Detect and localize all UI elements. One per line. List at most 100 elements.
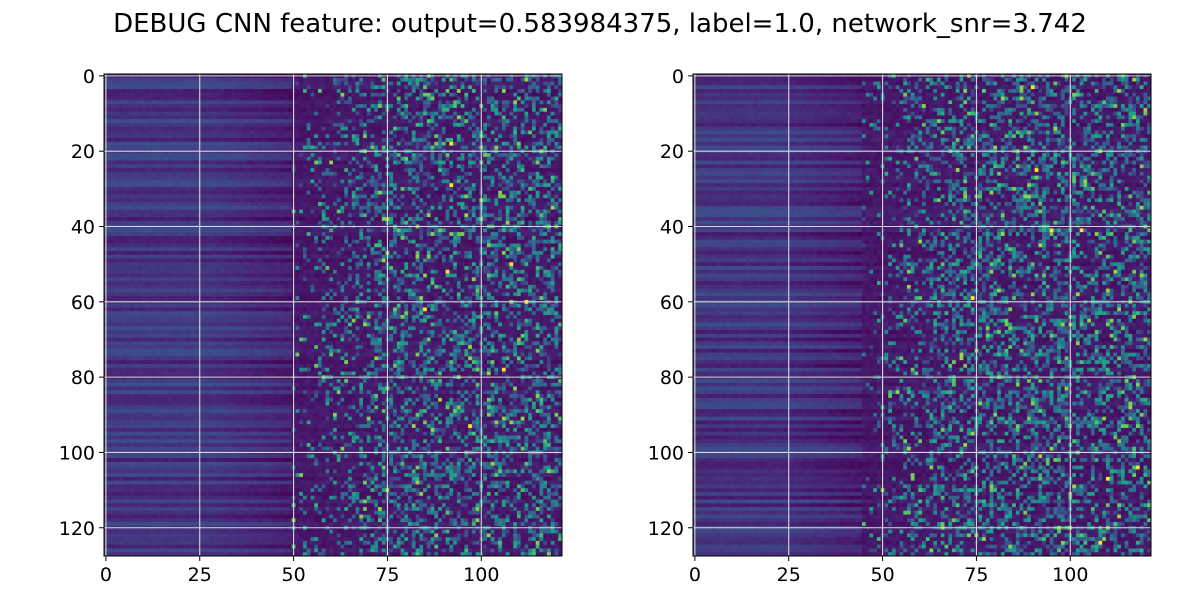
heatmap-cell bbox=[194, 146, 198, 150]
heatmap-cell bbox=[250, 93, 254, 97]
heatmap-cell bbox=[258, 161, 262, 165]
heatmap-cell bbox=[528, 89, 532, 93]
heatmap-cell bbox=[314, 191, 318, 195]
heatmap-cell bbox=[547, 202, 551, 206]
heatmap-cell bbox=[220, 191, 224, 195]
heatmap-cell bbox=[172, 78, 176, 82]
heatmap-cell bbox=[532, 104, 536, 108]
heatmap-cell bbox=[472, 78, 476, 82]
heatmap-cell bbox=[130, 89, 134, 93]
heatmap-cell bbox=[250, 97, 254, 101]
heatmap-cell bbox=[280, 127, 284, 131]
heatmap-cell bbox=[442, 130, 446, 134]
heatmap-cell bbox=[416, 123, 420, 127]
heatmap-cell bbox=[265, 119, 269, 123]
heatmap-cell bbox=[284, 213, 288, 217]
heatmap-cell bbox=[333, 153, 337, 157]
heatmap-cell bbox=[393, 134, 397, 138]
heatmap-cell bbox=[183, 221, 187, 225]
heatmap-cell bbox=[164, 198, 168, 202]
heatmap-cell bbox=[112, 119, 116, 123]
heatmap-cell bbox=[457, 82, 461, 86]
heatmap-cell bbox=[521, 97, 525, 101]
heatmap-cell bbox=[453, 153, 457, 157]
heatmap-cell bbox=[138, 191, 142, 195]
heatmap-cell bbox=[288, 217, 292, 221]
heatmap-cell bbox=[175, 127, 179, 131]
heatmap-cell bbox=[164, 142, 168, 146]
heatmap-cell bbox=[127, 104, 131, 108]
heatmap-cell bbox=[172, 164, 176, 168]
heatmap-cell bbox=[228, 221, 232, 225]
heatmap-cell bbox=[303, 161, 307, 165]
heatmap-cell bbox=[228, 187, 232, 191]
heatmap-cell bbox=[528, 112, 532, 116]
heatmap-cell bbox=[404, 115, 408, 119]
heatmap-cell bbox=[314, 89, 318, 93]
heatmap-cell bbox=[348, 146, 352, 150]
heatmap-cell bbox=[187, 130, 191, 134]
heatmap-cell bbox=[134, 78, 138, 82]
heatmap-cell bbox=[543, 153, 547, 157]
heatmap-cell bbox=[299, 89, 303, 93]
heatmap-cell bbox=[213, 100, 217, 104]
heatmap-cell bbox=[404, 119, 408, 123]
heatmap-cell bbox=[356, 161, 360, 165]
heatmap-cell bbox=[453, 206, 457, 210]
heatmap-cell bbox=[209, 213, 213, 217]
heatmap-cell bbox=[224, 112, 228, 116]
heatmap-cell bbox=[457, 176, 461, 180]
heatmap-cell bbox=[119, 157, 123, 161]
heatmap-cell bbox=[393, 221, 397, 225]
heatmap-cell bbox=[277, 187, 281, 191]
heatmap-cell bbox=[243, 210, 247, 214]
heatmap-cell bbox=[277, 97, 281, 101]
heatmap-cell bbox=[431, 115, 435, 119]
heatmap-cell bbox=[247, 198, 251, 202]
heatmap-cell bbox=[352, 168, 356, 172]
heatmap-cell bbox=[408, 221, 412, 225]
heatmap-cell bbox=[509, 206, 513, 210]
heatmap-cell bbox=[341, 146, 345, 150]
heatmap-cell bbox=[348, 119, 352, 123]
heatmap-cell bbox=[138, 85, 142, 89]
heatmap-cell bbox=[348, 134, 352, 138]
heatmap-cell bbox=[506, 157, 510, 161]
heatmap-cell bbox=[543, 198, 547, 202]
heatmap-cell bbox=[149, 217, 153, 221]
heatmap-cell bbox=[194, 78, 198, 82]
heatmap-cell bbox=[258, 217, 262, 221]
heatmap-cell bbox=[554, 202, 558, 206]
heatmap-cell bbox=[243, 123, 247, 127]
heatmap-cell bbox=[175, 153, 179, 157]
heatmap-cell bbox=[401, 213, 405, 217]
heatmap-cell bbox=[250, 115, 254, 119]
heatmap-cell bbox=[371, 172, 375, 176]
heatmap-cell bbox=[506, 153, 510, 157]
heatmap-cell bbox=[160, 202, 164, 206]
heatmap-cell bbox=[329, 78, 333, 82]
heatmap-cell bbox=[262, 119, 266, 123]
heatmap-cell bbox=[299, 187, 303, 191]
heatmap-cell bbox=[322, 89, 326, 93]
heatmap-cell bbox=[532, 198, 536, 202]
heatmap-cell bbox=[164, 191, 168, 195]
heatmap-cell bbox=[427, 85, 431, 89]
heatmap-cell bbox=[123, 195, 127, 199]
heatmap-cell bbox=[494, 142, 498, 146]
heatmap-cell bbox=[457, 134, 461, 138]
heatmap-cell bbox=[393, 108, 397, 112]
heatmap-cell bbox=[138, 168, 142, 172]
heatmap-cell bbox=[322, 202, 326, 206]
heatmap-cell bbox=[123, 217, 127, 221]
heatmap-cell bbox=[464, 210, 468, 214]
heatmap-cell bbox=[363, 112, 367, 116]
heatmap-cell bbox=[175, 206, 179, 210]
heatmap-cell bbox=[348, 210, 352, 214]
heatmap-cell bbox=[217, 115, 221, 119]
heatmap-cell bbox=[393, 82, 397, 86]
heatmap-cell bbox=[513, 183, 517, 187]
heatmap-cell bbox=[314, 100, 318, 104]
heatmap-cell bbox=[134, 146, 138, 150]
heatmap-cell bbox=[378, 93, 382, 97]
